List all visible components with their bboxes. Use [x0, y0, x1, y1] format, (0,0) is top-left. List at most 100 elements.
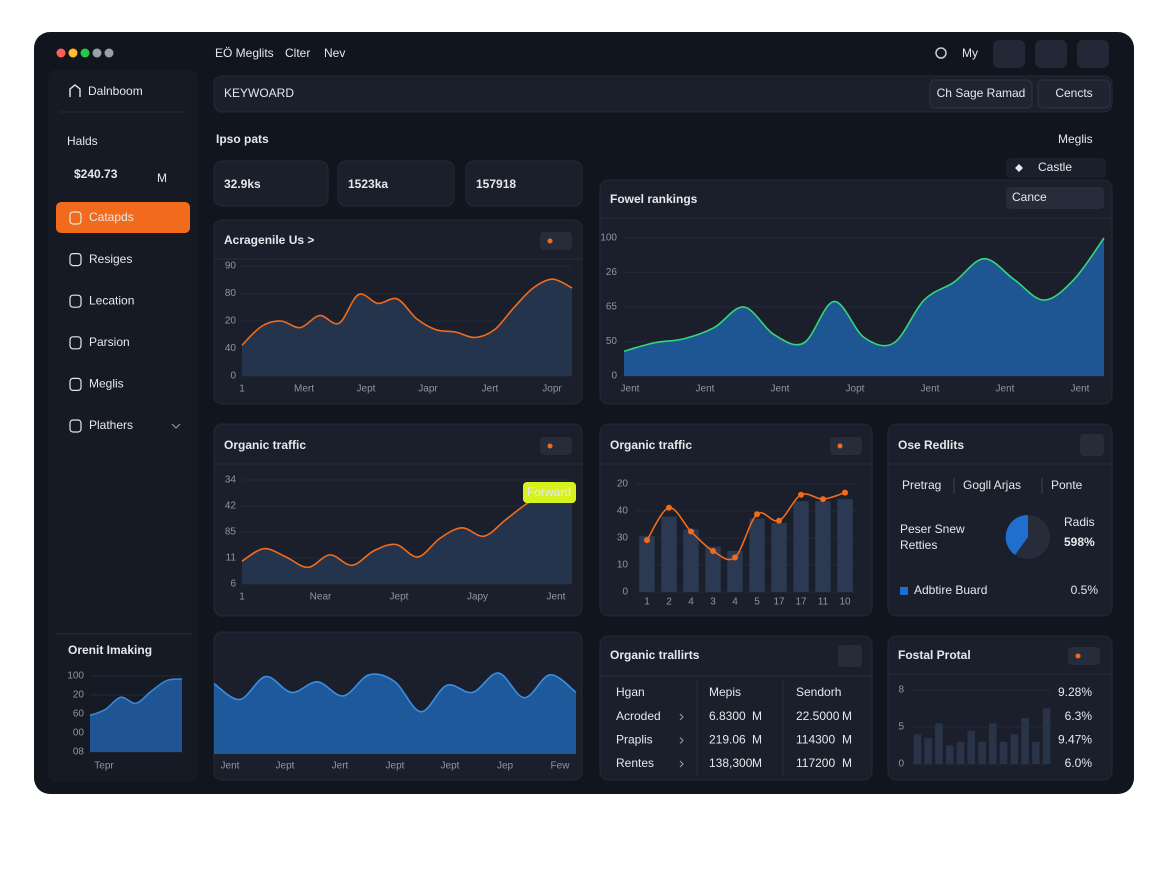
- balance: $240.73: [74, 167, 118, 181]
- x-tick-label: 5: [754, 597, 760, 608]
- line: [241, 278, 573, 346]
- bar: [1010, 734, 1019, 764]
- nav-item[interactable]: Meglis: [89, 377, 124, 391]
- search-button[interactable]: [1080, 434, 1104, 456]
- nav-item[interactable]: Plathers: [89, 418, 133, 432]
- nav-item[interactable]: Catapds: [89, 210, 134, 224]
- results-tab[interactable]: Gogll Arjas: [963, 478, 1021, 492]
- y-tick-label: 42: [225, 501, 237, 512]
- window-dot: [68, 48, 78, 58]
- add-button[interactable]: [838, 645, 862, 667]
- nav-active[interactable]: [56, 202, 190, 233]
- y-tick-label: 50: [606, 336, 618, 347]
- y-tick-label: 10: [617, 560, 629, 571]
- chevron: [679, 713, 684, 721]
- chart-menu[interactable]: [1068, 647, 1100, 665]
- filter-pill[interactable]: [1006, 158, 1106, 178]
- pie-slice: [1005, 514, 1028, 555]
- menu-dot: [547, 238, 553, 244]
- cell-unit: M: [752, 709, 762, 723]
- bar: [978, 741, 986, 764]
- side-label: 6.3%: [1065, 709, 1093, 723]
- bar: [683, 529, 699, 592]
- nav-item[interactable]: Lecation: [89, 293, 134, 307]
- row-label: Acroded: [616, 709, 661, 723]
- y-tick-label: 34: [225, 475, 237, 486]
- icon-button[interactable]: [1077, 40, 1109, 68]
- dropdown[interactable]: [1006, 187, 1104, 209]
- chart-menu[interactable]: [540, 232, 572, 250]
- bar: [1032, 741, 1040, 764]
- nav-icon: [69, 336, 82, 350]
- line-point: [798, 491, 804, 498]
- search-icon[interactable]: [935, 47, 947, 59]
- chart-menu[interactable]: [540, 437, 572, 455]
- heading: Ipso pats: [216, 132, 269, 146]
- x-tick-label: Jent: [996, 384, 1015, 395]
- line-point: [754, 511, 760, 518]
- bar: [749, 518, 765, 592]
- x-tick-label: 1: [239, 384, 245, 395]
- y-tick-label: 0: [230, 371, 236, 382]
- area: [242, 279, 572, 376]
- y-tick-label: 00: [73, 728, 85, 739]
- chart-title: Orenit Imaking: [68, 643, 152, 657]
- bar: [837, 499, 853, 592]
- window-dot: [104, 48, 114, 58]
- side-label: 9.28%: [1058, 685, 1092, 699]
- search-button[interactable]: [1037, 79, 1111, 109]
- chart-menu[interactable]: [830, 437, 862, 455]
- y-tick-label: 20: [225, 316, 237, 327]
- icon-button[interactable]: [1035, 40, 1067, 68]
- nav-icon: [69, 253, 82, 267]
- menu-dot: [547, 443, 553, 449]
- x-tick-label: Jept: [276, 761, 295, 772]
- y-tick-label: 20: [617, 479, 629, 490]
- line: [646, 491, 846, 561]
- nav-item[interactable]: Parsion: [89, 335, 130, 349]
- row-label: Praplis: [616, 733, 653, 747]
- search-button-label: Cencts: [1055, 86, 1092, 100]
- x-tick-label: Jep: [497, 761, 514, 772]
- side-label: 9.47%: [1058, 732, 1092, 746]
- nav-icon: [69, 377, 82, 391]
- tooltip-label: Forward: [527, 485, 571, 499]
- filter-label: Castle: [1038, 160, 1072, 174]
- cell-value: 117200: [796, 756, 835, 770]
- results-card: [887, 423, 1113, 617]
- x-tick-label: Jept: [386, 761, 405, 772]
- results-tab[interactable]: Ponte: [1051, 478, 1083, 492]
- table-header: Sendorh: [796, 685, 841, 699]
- x-tick-label: Jert: [332, 761, 349, 772]
- cell-unit: M: [752, 733, 762, 747]
- nav-item[interactable]: Resiges: [89, 252, 132, 266]
- icon-button[interactable]: [993, 40, 1025, 68]
- nav-icon: [69, 294, 82, 308]
- y-tick-label: 8: [898, 685, 904, 696]
- stat-value: 157918: [476, 177, 516, 191]
- y-tick-label: 85: [225, 527, 237, 538]
- bar: [945, 745, 954, 764]
- brand: Dalnboom: [88, 84, 143, 98]
- x-tick-label: Few: [551, 761, 571, 772]
- bar: [1042, 708, 1051, 764]
- search-button[interactable]: [929, 79, 1033, 109]
- x-tick-label: 3: [710, 597, 716, 608]
- user-menu: My: [962, 46, 978, 60]
- results-title: Ose Redlits: [898, 438, 964, 452]
- bar: [956, 741, 965, 764]
- line-point: [732, 554, 738, 561]
- cell-unit: M: [842, 756, 852, 770]
- results-tab[interactable]: Pretrag: [902, 478, 941, 492]
- y-tick-label: 6: [230, 579, 236, 590]
- y-tick-label: 08: [73, 747, 85, 758]
- search-input: KEYWOARD: [224, 86, 294, 100]
- x-tick-label: Jept: [441, 761, 460, 772]
- menu-dot: [1075, 653, 1081, 659]
- area: [214, 673, 576, 754]
- line-point: [710, 547, 716, 554]
- chart-title: Fostal Protal: [898, 648, 971, 662]
- cell-value: 219.06: [709, 733, 746, 747]
- cell-unit: M: [752, 756, 762, 770]
- line-point: [776, 517, 782, 524]
